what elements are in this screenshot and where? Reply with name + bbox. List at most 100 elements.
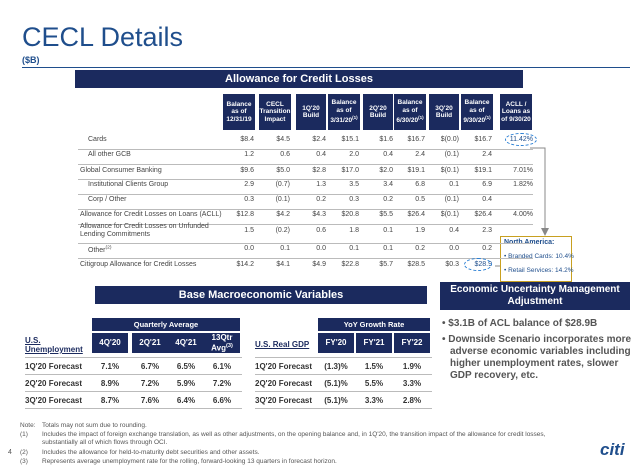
row-label-text: Other(2) xyxy=(88,246,112,255)
footnote-text: Includes the allowance for held-to-matur… xyxy=(42,449,260,456)
cell: 0.1 xyxy=(349,245,359,252)
cell: 0.2 xyxy=(316,196,326,203)
group-header: Quarterly Average xyxy=(92,318,240,331)
cell: 1.9 xyxy=(415,227,425,234)
cell: $2.0 xyxy=(379,167,393,174)
column-header: 2Q'21 xyxy=(132,333,168,353)
row-rule xyxy=(78,209,533,210)
row-label: Other(2) xyxy=(88,245,238,255)
table-label: U.S. Unemployment xyxy=(25,336,83,354)
cell: $5.5 xyxy=(379,211,393,218)
cell: $5.0 xyxy=(276,167,290,174)
cell: (5.1)% xyxy=(324,379,348,388)
column-header: FY'21 xyxy=(356,333,392,353)
cell: 0.0 xyxy=(449,245,459,252)
row-rule xyxy=(25,408,242,409)
column-header-text: 1Q'20 Build xyxy=(302,104,320,120)
row-label: Global Consumer Banking xyxy=(80,167,230,175)
cell: $4.1 xyxy=(276,261,290,268)
column-header: 4Q'21 xyxy=(168,333,204,353)
cell: 0.2 xyxy=(415,245,425,252)
cell: 2.3 xyxy=(482,227,492,234)
column-header: Balance as of 3/31/20(1) xyxy=(328,94,360,130)
cell: 2.4 xyxy=(415,151,425,158)
row-rule xyxy=(25,357,242,358)
row-rule xyxy=(78,243,533,244)
column-header-text: FY'20 xyxy=(325,338,347,347)
cell: (5.1)% xyxy=(324,396,348,405)
superscript: (1) xyxy=(485,115,491,121)
cell: 5.9% xyxy=(176,379,196,388)
row-label: Allowance for Credit Losses on Loans (AC… xyxy=(80,211,230,219)
superscript: (1) xyxy=(352,115,358,121)
row-rule xyxy=(255,374,432,375)
cell: 0.4 xyxy=(383,151,393,158)
row-label-text: Institutional Clients Group xyxy=(88,181,169,188)
cell: $26.4 xyxy=(407,211,425,218)
cell: 1.8 xyxy=(349,227,359,234)
cell: 7.2% xyxy=(212,379,232,388)
arrow xyxy=(530,147,546,230)
row-rule xyxy=(255,357,432,358)
cell: 3.4 xyxy=(383,181,393,188)
cell: 7.2% xyxy=(140,379,160,388)
row-rule xyxy=(78,194,533,195)
superscript: (1) xyxy=(418,115,424,121)
cell: 1.5 xyxy=(244,227,254,234)
row-label: Allowance for Credit Losses on Unfunded … xyxy=(80,223,230,239)
column-header-text: FY'21 xyxy=(363,338,385,347)
section-banner: Economic Uncertainty Management Adjustme… xyxy=(440,282,630,310)
cell: (0.7) xyxy=(275,181,290,188)
highlight-ring xyxy=(464,258,492,271)
row-rule xyxy=(25,391,242,392)
cell: $4.2 xyxy=(276,211,290,218)
cell: 0.5 xyxy=(415,196,425,203)
cell: $2.8 xyxy=(312,167,326,174)
row-label-text: Allowance for Credit Losses on Loans (AC… xyxy=(80,211,222,218)
footnote-text: Represents average unemployment rate for… xyxy=(42,458,337,465)
logo: citi xyxy=(600,440,625,459)
column-header: 13Qtr Avg(3) xyxy=(204,333,240,353)
column-header: FY'20 xyxy=(318,333,354,353)
cell: $(0.1) xyxy=(440,167,459,174)
section-banner: Base Macroeconomic Variables xyxy=(95,286,427,304)
column-header-text: 3Q'20 Build xyxy=(435,104,453,120)
cell: 1.3 xyxy=(316,181,326,188)
note-title: North America: xyxy=(504,239,555,246)
footnote-text: Totals may not sum due to rounding. xyxy=(42,422,147,429)
cell: 0.1 xyxy=(280,245,290,252)
column-header: 1Q'20 Build xyxy=(296,94,326,130)
row-label-text: Citigroup Allowance for Credit Losses xyxy=(80,261,197,268)
note-item: • Branded Cards: 10.4% xyxy=(504,253,574,260)
cell: 2.9 xyxy=(244,181,254,188)
cell: 0.4 xyxy=(449,227,459,234)
table-label: U.S. Real GDP xyxy=(255,340,310,349)
cell: 6.6% xyxy=(212,396,232,405)
cell: 0.0 xyxy=(316,245,326,252)
cell: $15.1 xyxy=(341,136,359,143)
cell: $26.4 xyxy=(474,211,492,218)
cell: 0.2 xyxy=(482,245,492,252)
cell: 6.8 xyxy=(415,181,425,188)
cell: $(0.1) xyxy=(440,211,459,218)
footnote-marker: (1) xyxy=(20,431,28,438)
cell: $22.8 xyxy=(341,261,359,268)
column-header-text: 13Qtr Avg(3) xyxy=(211,332,233,353)
row-label-text: Global Consumer Banking xyxy=(80,167,162,174)
cell: 6.9 xyxy=(482,181,492,188)
cell: $20.8 xyxy=(341,211,359,218)
row-rule xyxy=(78,164,533,165)
cell: 0.3 xyxy=(244,196,254,203)
cell: 4.00% xyxy=(513,211,533,218)
section-banner: Allowance for Credit Losses xyxy=(75,70,523,88)
row-label-text: Allowance for Credit Losses on Unfunded … xyxy=(80,223,209,238)
note-box: North America: • Branded Cards: 10.4% • … xyxy=(500,236,574,282)
cell: $9.6 xyxy=(240,167,254,174)
cell: 5.5% xyxy=(364,379,384,388)
footnote-marker: (3) xyxy=(20,458,28,465)
column-header-text: FY'22 xyxy=(401,338,423,347)
column-header: 3Q'20 Build xyxy=(429,94,459,130)
cell: 0.3 xyxy=(349,196,359,203)
column-header: 2Q'20 Build xyxy=(363,94,393,130)
